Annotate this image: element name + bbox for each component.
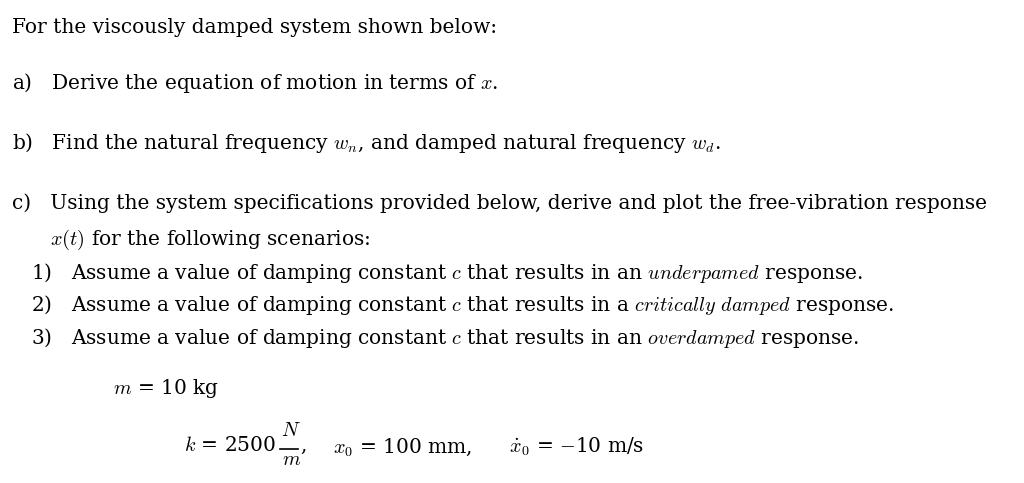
Text: For the viscously damped system shown below:: For the viscously damped system shown be… bbox=[12, 18, 498, 37]
Text: 1)   Assume a value of damping constant $\mathit{c}$ that results in an $\mathbf: 1) Assume a value of damping constant $\… bbox=[12, 261, 863, 284]
Text: $\mathit{N}$: $\mathit{N}$ bbox=[281, 421, 301, 440]
Text: $\mathit{x(t)}$ for the following scenarios:: $\mathit{x(t)}$ for the following scenar… bbox=[12, 228, 371, 252]
Text: $\mathit{m}$ = 10 kg: $\mathit{m}$ = 10 kg bbox=[114, 377, 219, 400]
Text: $\mathit{x}_0$ = 100 mm,: $\mathit{x}_0$ = 100 mm, bbox=[333, 436, 472, 458]
Text: $\mathit{k}$ = 2500: $\mathit{k}$ = 2500 bbox=[184, 436, 275, 455]
Text: a)   Derive the equation of motion in terms of $\mathit{x}$.: a) Derive the equation of motion in term… bbox=[12, 71, 499, 95]
Text: 3)   Assume a value of damping constant $\mathit{c}$ that results in an $\mathbf: 3) Assume a value of damping constant $\… bbox=[12, 326, 859, 350]
Text: $\dot{\mathit{x}}_0$ = $-$10 m/s: $\dot{\mathit{x}}_0$ = $-$10 m/s bbox=[509, 436, 644, 458]
Text: c)   Using the system specifications provided below, derive and plot the free-vi: c) Using the system specifications provi… bbox=[12, 194, 987, 213]
Text: b)   Find the natural frequency $\mathit{w_n}$, and damped natural frequency $\m: b) Find the natural frequency $\mathit{w… bbox=[12, 131, 721, 155]
Text: $\mathit{m}$: $\mathit{m}$ bbox=[282, 450, 301, 469]
Text: ,: , bbox=[300, 436, 306, 455]
Text: 2)   Assume a value of damping constant $\mathit{c}$ that results in a $\mathbf{: 2) Assume a value of damping constant $\… bbox=[12, 293, 895, 317]
